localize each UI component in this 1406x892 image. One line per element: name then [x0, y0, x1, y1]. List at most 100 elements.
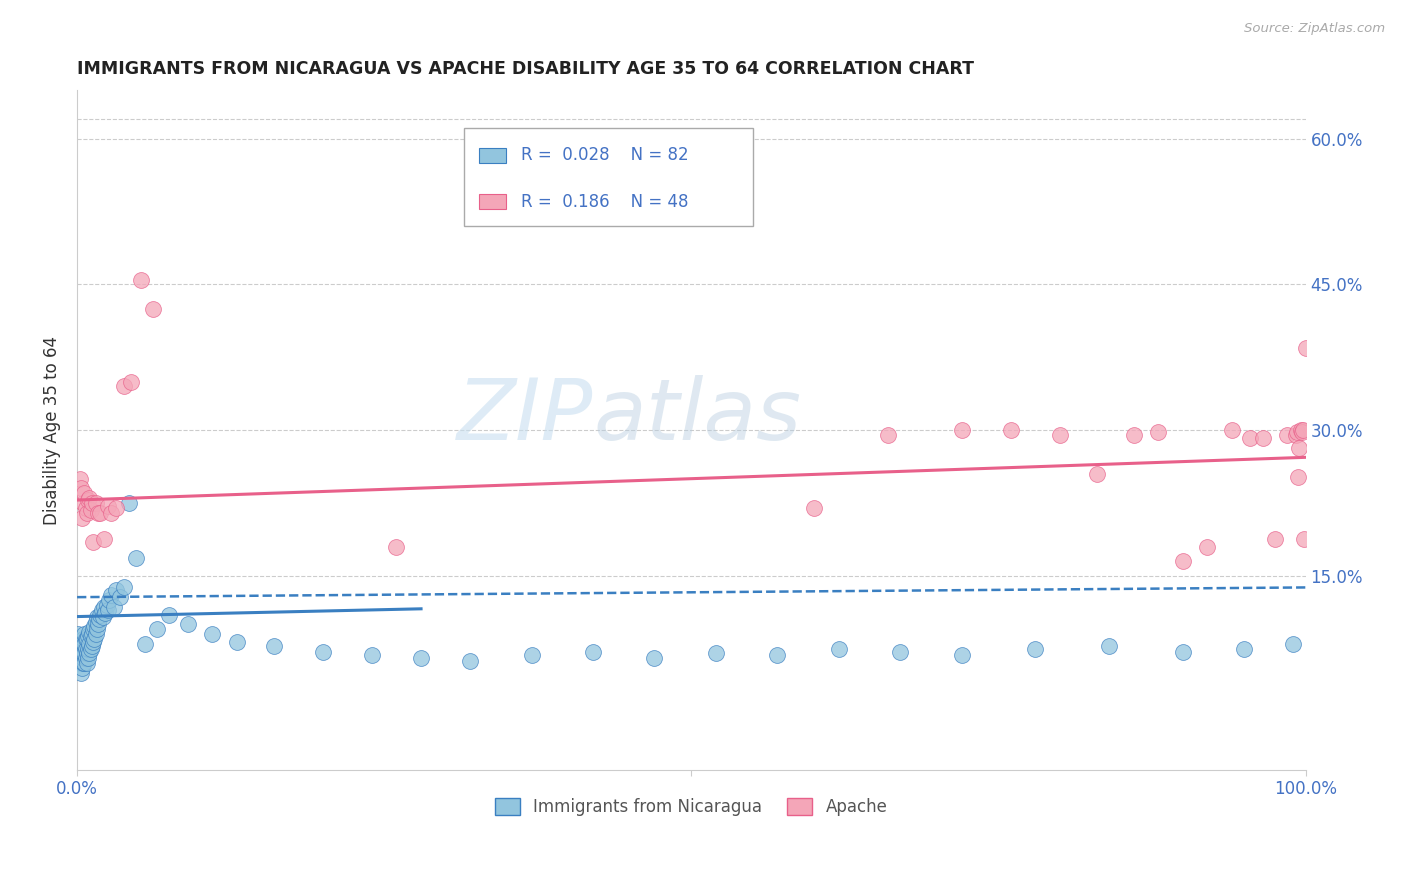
Point [93, 532, 115, 546]
Text: ZIP: ZIP [457, 375, 593, 458]
Point [1049, 428, 1071, 442]
Point [1288, 441, 1310, 455]
Point [520, 648, 543, 663]
Point [263, 639, 285, 653]
Point [1295, 341, 1317, 355]
Point [96, 598, 118, 612]
Point [70, 510, 93, 524]
Point [84, 496, 107, 510]
Point [120, 375, 142, 389]
Point [70, 637, 93, 651]
Point [1251, 431, 1274, 445]
Point [125, 551, 148, 566]
Point [76, 647, 98, 661]
Point [86, 609, 108, 624]
Point [201, 627, 224, 641]
Point [86, 622, 108, 636]
Point [146, 622, 169, 636]
Point [87, 506, 110, 520]
Point [76, 632, 98, 646]
Point [76, 506, 98, 520]
Point [72, 647, 94, 661]
Point [79, 625, 101, 640]
Point [950, 423, 973, 437]
Point [69, 472, 91, 486]
Point [1098, 639, 1121, 653]
Point [84, 615, 107, 630]
Point [75, 632, 97, 646]
Point [72, 496, 94, 510]
Point [97, 603, 120, 617]
Point [73, 637, 96, 651]
Point [93, 599, 115, 614]
Point [83, 632, 105, 646]
Point [108, 590, 131, 604]
Point [82, 635, 104, 649]
Text: Source: ZipAtlas.com: Source: ZipAtlas.com [1244, 22, 1385, 36]
Point [98, 593, 121, 607]
Y-axis label: Disability Age 35 to 64: Disability Age 35 to 64 [44, 335, 60, 524]
Point [1275, 428, 1298, 442]
Point [385, 540, 408, 554]
Point [72, 651, 94, 665]
Point [950, 648, 973, 663]
Point [118, 496, 141, 510]
Point [157, 607, 180, 622]
Legend: Immigrants from Nicaragua, Apache: Immigrants from Nicaragua, Apache [488, 791, 894, 822]
Text: IMMIGRANTS FROM NICARAGUA VS APACHE DISABILITY AGE 35 TO 64 CORRELATION CHART: IMMIGRANTS FROM NICARAGUA VS APACHE DISA… [77, 60, 974, 78]
Point [76, 656, 98, 670]
Point [69, 482, 91, 496]
Point [67, 627, 90, 641]
Point [89, 506, 111, 520]
Point [1171, 554, 1194, 568]
Text: atlas: atlas [593, 375, 801, 458]
FancyBboxPatch shape [479, 148, 506, 162]
Point [1239, 431, 1261, 445]
Point [312, 644, 335, 658]
Point [112, 581, 135, 595]
Point [105, 583, 128, 598]
Point [77, 651, 100, 665]
Point [73, 627, 96, 641]
Point [77, 493, 100, 508]
Point [1122, 428, 1144, 442]
Point [876, 428, 898, 442]
Point [73, 486, 96, 500]
Point [77, 629, 100, 643]
Point [75, 500, 97, 515]
Point [89, 612, 111, 626]
Point [704, 647, 727, 661]
Point [73, 656, 96, 670]
Point [69, 651, 91, 665]
Point [361, 648, 384, 663]
Point [225, 635, 247, 649]
Point [129, 272, 152, 286]
Point [82, 534, 104, 549]
Point [73, 647, 96, 661]
Point [84, 627, 107, 641]
Point [70, 647, 93, 661]
Point [80, 627, 103, 641]
Point [79, 502, 101, 516]
Point [1264, 532, 1286, 546]
Point [1286, 469, 1309, 483]
Point [82, 622, 104, 636]
Point [72, 632, 94, 646]
Point [1289, 423, 1312, 437]
Point [1291, 425, 1313, 439]
Point [79, 629, 101, 643]
Point [69, 665, 91, 680]
Point [79, 491, 101, 505]
Point [89, 607, 111, 622]
Point [582, 644, 605, 658]
Point [1220, 423, 1243, 437]
Point [112, 379, 135, 393]
Point [1024, 641, 1046, 656]
Point [1292, 423, 1315, 437]
Point [1294, 532, 1316, 546]
Point [828, 641, 851, 656]
Point [1282, 637, 1305, 651]
Point [94, 606, 117, 620]
Point [1285, 428, 1308, 442]
Point [409, 651, 432, 665]
